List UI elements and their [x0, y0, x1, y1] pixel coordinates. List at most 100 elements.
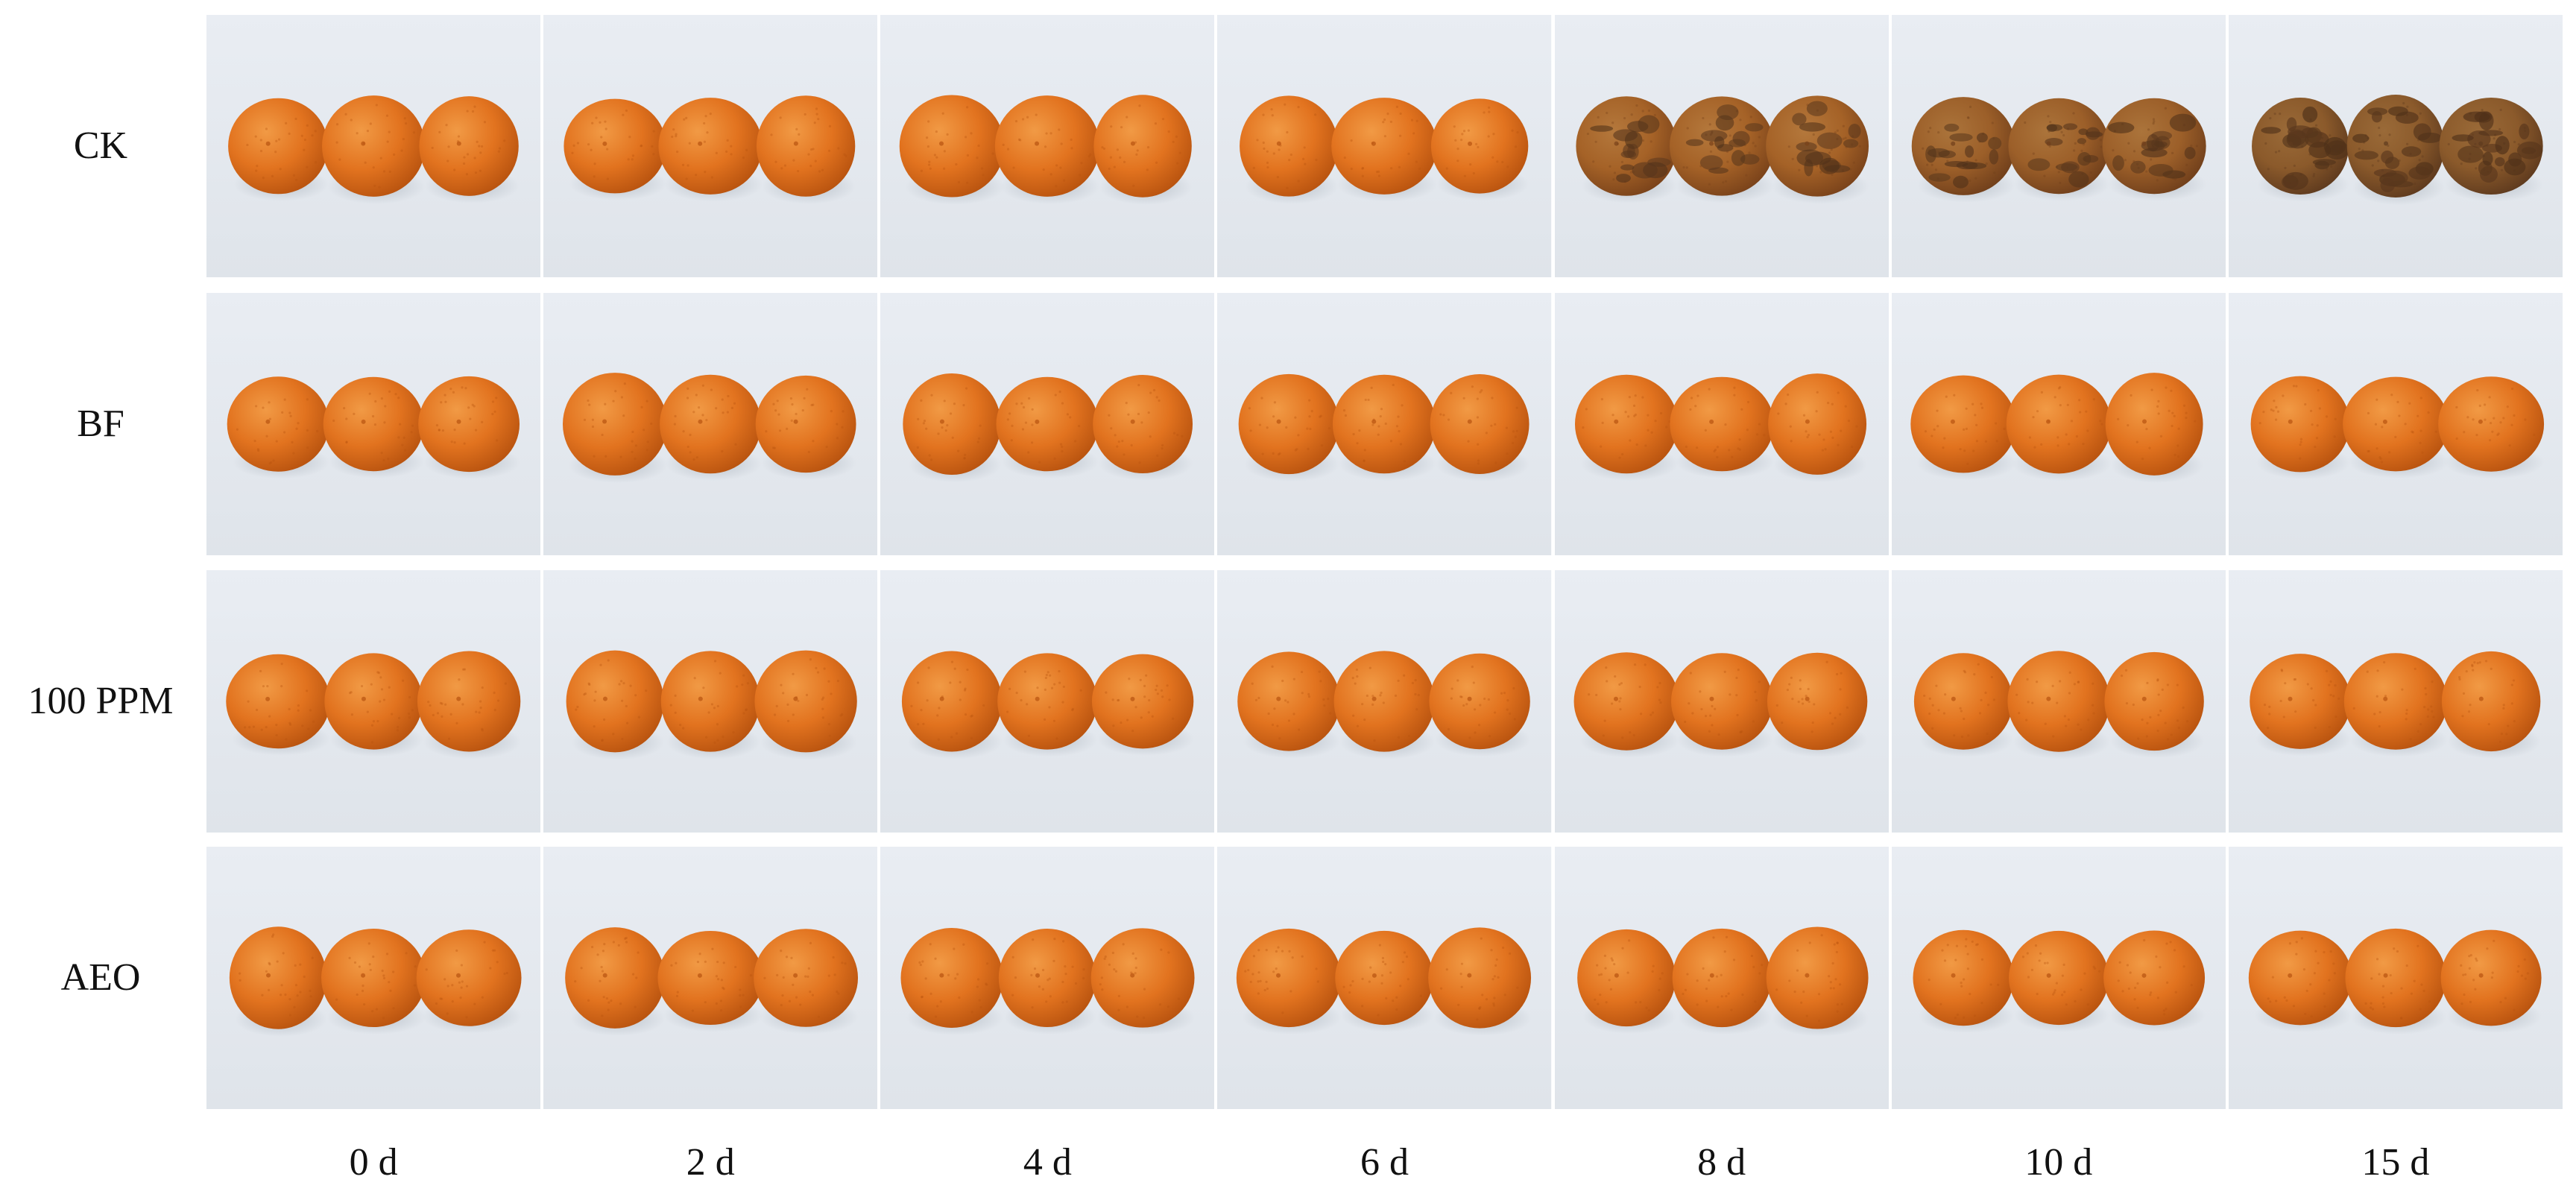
photo [2228, 570, 2563, 833]
mandarin-fruit [419, 96, 520, 203]
mandarin-fruit [1669, 96, 1775, 203]
photo [1217, 293, 1552, 555]
mandarin-fruit [1767, 652, 1868, 757]
mandarin-fruit [1573, 652, 1679, 758]
mandarin-fruit [2248, 930, 2352, 1032]
mandarin-fruit [2008, 930, 2109, 1032]
mandarin-fruit [657, 930, 764, 1032]
photo-cell [1217, 570, 1552, 833]
mandarin-fruit [1237, 651, 1341, 759]
mandarin-fruit [417, 651, 521, 759]
mandarin-fruit [1333, 374, 1437, 481]
photo-cell [206, 570, 541, 833]
mandarin-fruit [754, 650, 858, 760]
column-label: 10 d [2024, 1141, 2093, 1184]
photo [1217, 15, 1552, 277]
photo-cell [543, 570, 878, 833]
mandarin-fruit [1911, 97, 2015, 203]
mandarin-fruit [564, 98, 667, 200]
mandarin-fruit [900, 928, 1004, 1036]
mandarin-fruit [1672, 928, 1772, 1035]
mandarin-fruit [2104, 651, 2205, 759]
column-label: 8 d [1697, 1141, 1746, 1184]
mandarin-fruit [566, 650, 665, 760]
photo [2228, 293, 2563, 555]
mandarin-fruit [1576, 929, 1676, 1034]
photo-cell [206, 15, 541, 277]
mandarin-fruit [1240, 95, 1339, 204]
mandarin-fruit [900, 95, 1006, 205]
row-label: AEO [60, 956, 141, 999]
photo [880, 293, 1215, 555]
photo [1217, 847, 1552, 1109]
photo-cell [1217, 293, 1552, 555]
mandarin-fruit [1090, 928, 1196, 1035]
photo-cell [1891, 293, 2226, 555]
mandarin-fruit [323, 376, 425, 479]
column-label: 2 d [686, 1141, 735, 1184]
mandarin-fruit [903, 373, 1002, 483]
photo-cell [2228, 15, 2563, 277]
mandarin-fruit [660, 374, 762, 481]
mandarin-fruit [997, 653, 1098, 757]
mandarin-fruit [227, 376, 330, 479]
mandarin-fruit [1237, 928, 1342, 1035]
photo-cell [2228, 847, 2563, 1109]
photo-cell [1217, 847, 1552, 1109]
mandarin-fruit [229, 926, 328, 1037]
mandarin-fruit [2441, 651, 2541, 759]
mandarin-fruit [1429, 653, 1531, 757]
mandarin-fruit [418, 376, 520, 479]
photo [880, 847, 1215, 1109]
mandarin-fruit [2343, 653, 2448, 757]
photo-cell [2228, 293, 2563, 555]
photo-cell [1891, 15, 2226, 277]
mandarin-fruit [1670, 653, 1773, 757]
mandarin-fruit [1431, 98, 1530, 201]
photo-cell [880, 15, 1215, 277]
row-label: CK [73, 124, 128, 167]
photo-cell [1554, 570, 1889, 833]
mandarin-fruit [1767, 373, 1867, 483]
mandarin-fruit [1093, 374, 1193, 481]
column-label: 0 d [349, 1141, 398, 1184]
mandarin-fruit [2103, 930, 2206, 1032]
photo-cell [880, 847, 1215, 1109]
photo [206, 847, 541, 1109]
mandarin-fruit [416, 929, 523, 1034]
mandarin-fruit [2008, 98, 2110, 201]
photo-cell [1554, 847, 1889, 1109]
mandarin-fruit [755, 375, 857, 480]
photo-cell [543, 847, 878, 1109]
photo [543, 293, 878, 555]
mandarin-fruit [2439, 97, 2544, 202]
mandarin-fruit [2342, 376, 2449, 479]
photo [1554, 293, 1889, 555]
mandarin-fruit [2250, 376, 2351, 480]
photo [206, 293, 541, 555]
photo-cell [543, 293, 878, 555]
mandarin-fruit [1766, 926, 1869, 1037]
photo [543, 570, 878, 833]
mandarin-fruit [565, 927, 666, 1037]
mandarin-fruit [1430, 374, 1530, 482]
mandarin-fruit [1239, 373, 1340, 482]
photo-cell [1554, 293, 1889, 555]
photo-cell [1891, 570, 2226, 833]
photo [1554, 15, 1889, 277]
photo-cell [880, 293, 1215, 555]
mandarin-fruit [2440, 929, 2542, 1034]
mandarin-fruit [2346, 95, 2445, 206]
mandarin-fruit [660, 651, 761, 759]
mandarin-fruit [1093, 95, 1193, 206]
photo [543, 847, 878, 1109]
mandarin-fruit [658, 98, 763, 202]
mandarin-fruit [228, 98, 329, 201]
mandarin-fruit [2006, 374, 2112, 481]
photo [1891, 570, 2226, 833]
mandarin-fruit [1574, 374, 1679, 481]
mandarin-fruit [2105, 373, 2203, 484]
mandarin-fruit [1092, 654, 1195, 756]
photo [1891, 15, 2226, 277]
